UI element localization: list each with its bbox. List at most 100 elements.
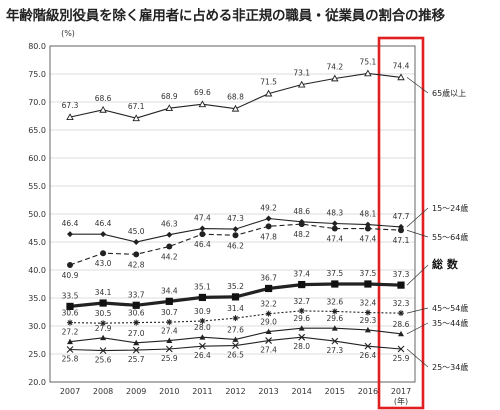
data-point	[99, 105, 107, 113]
data-point	[199, 231, 206, 238]
data-label: 31.4	[227, 304, 244, 313]
data-point	[199, 225, 206, 232]
data-label: 46.4	[194, 240, 211, 249]
data-point	[67, 338, 73, 345]
data-label: 46.4	[62, 219, 79, 228]
series-label: 35～44歳	[432, 318, 468, 328]
chart-title: 年齢階級別役員を除く雇用者に占める非正規の職員・従業員の割合の推移	[6, 8, 445, 24]
data-point	[133, 339, 140, 346]
data-point	[100, 320, 107, 327]
y-tick-label: 25.0	[28, 350, 46, 359]
data-point	[232, 232, 239, 239]
series-label: 総 数	[432, 257, 459, 271]
data-label: 45.0	[128, 227, 145, 236]
data-label: 74.2	[326, 62, 343, 71]
data-point	[265, 215, 272, 222]
data-label: 48.3	[326, 209, 343, 218]
data-point	[364, 309, 371, 316]
data-point	[67, 231, 73, 238]
data-point	[132, 346, 140, 354]
data-point	[165, 297, 173, 305]
data-point	[331, 325, 338, 331]
data-point	[298, 325, 305, 331]
data-point	[198, 100, 207, 108]
data-label: 27.3	[326, 346, 343, 355]
data-label: 46.3	[161, 220, 178, 229]
data-label: 47.7	[393, 212, 410, 221]
data-label: 30.9	[194, 307, 211, 316]
series-connector	[406, 77, 429, 94]
data-point	[66, 302, 74, 310]
data-label: 73.1	[293, 69, 310, 78]
data-label: 26.5	[227, 351, 244, 360]
data-point	[398, 330, 404, 337]
data-label: 74.4	[393, 61, 410, 70]
data-label: 34.1	[95, 288, 112, 297]
y-tick-label: 55.0	[28, 182, 46, 191]
y-tick-label: 30.0	[28, 322, 46, 331]
series-label: 25～34歳	[432, 362, 468, 372]
data-point	[232, 226, 239, 233]
data-point	[133, 251, 140, 258]
data-point	[265, 337, 272, 344]
x-tick-label: 2009	[126, 387, 146, 396]
data-label: 40.9	[62, 271, 79, 280]
data-label: 47.8	[260, 232, 277, 241]
data-label: 27.6	[227, 325, 244, 334]
data-point	[364, 326, 371, 333]
data-label: 26.4	[360, 351, 377, 360]
data-point	[265, 223, 272, 230]
x-tick-label: 2008	[93, 387, 113, 396]
data-label: 27.4	[260, 346, 277, 355]
data-label: 25.9	[161, 354, 178, 363]
data-label: 67.1	[128, 102, 145, 111]
data-label: 30.7	[161, 308, 178, 317]
data-point	[166, 337, 173, 343]
x-unit-label: (年)	[394, 396, 408, 406]
data-label: 27.2	[62, 328, 79, 337]
data-point	[100, 334, 107, 341]
data-label: 29.3	[360, 316, 377, 325]
x-tick-label: 2015	[325, 387, 345, 396]
data-label: 69.6	[194, 88, 211, 97]
data-point	[133, 239, 140, 245]
data-label: 48.2	[293, 230, 310, 239]
data-label: 37.5	[326, 269, 343, 278]
data-point	[364, 225, 371, 232]
data-point	[198, 293, 206, 302]
data-point	[166, 231, 173, 238]
data-point	[331, 74, 339, 82]
data-point	[99, 347, 107, 355]
data-point	[232, 336, 239, 342]
x-tick-label: 2012	[225, 387, 245, 396]
y-tick-label: 80.0	[28, 42, 46, 51]
data-label: 37.3	[393, 270, 410, 279]
data-label: 32.4	[360, 299, 377, 308]
data-label: 49.2	[260, 203, 277, 212]
x-tick-label: 2011	[192, 387, 212, 396]
data-label: 25.9	[393, 354, 410, 363]
series-label: 55～64歳	[432, 232, 468, 242]
data-label: 33.5	[62, 291, 79, 300]
y-tick-label: 20.0	[28, 378, 46, 387]
data-label: 34.4	[161, 286, 178, 295]
data-point	[231, 104, 240, 112]
data-label: 35.2	[227, 282, 244, 291]
data-label: 68.6	[95, 94, 112, 103]
data-label: 29.6	[326, 314, 343, 323]
data-point	[166, 319, 173, 326]
series-connector	[406, 264, 429, 286]
x-tick-label: 2016	[358, 387, 378, 396]
data-label: 43.0	[95, 259, 112, 268]
data-label: 47.4	[194, 214, 211, 223]
y-tick-label: 40.0	[28, 266, 46, 275]
data-label: 36.7	[260, 273, 277, 282]
x-tick-label: 2014	[292, 387, 312, 396]
data-point	[199, 334, 206, 340]
data-label: 25.6	[95, 356, 112, 365]
data-point	[331, 280, 339, 288]
data-point	[99, 299, 107, 307]
series-label: 45～54歳	[432, 303, 468, 313]
y-tick-label: 65.0	[28, 126, 46, 135]
